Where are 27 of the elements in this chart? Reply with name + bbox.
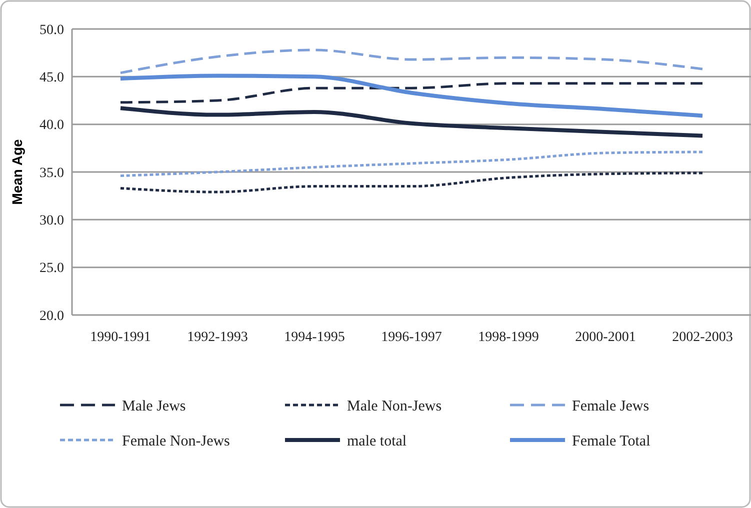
y-tick-label: 40.0 xyxy=(40,118,64,134)
x-tick-label: 1998-1999 xyxy=(478,330,539,345)
legend-label: Male Jews xyxy=(122,398,186,414)
x-tick-label: 2000-2001 xyxy=(575,330,636,345)
x-tick-label: 2002-2003 xyxy=(672,330,733,345)
x-tick-label: 1990-1991 xyxy=(90,330,151,345)
line-series xyxy=(119,150,704,178)
y-tick-label: 25.0 xyxy=(40,261,64,276)
y-axis-title: Mean Age xyxy=(9,138,25,205)
x-tick-label: 1994-1995 xyxy=(284,330,345,345)
legend-label: male total xyxy=(347,433,407,450)
legend-label: Female Total xyxy=(572,433,650,450)
legend-label: Male Non-Jews xyxy=(347,398,442,414)
y-tick-label: 30.0 xyxy=(40,214,64,229)
x-tick-label: 1996-1997 xyxy=(381,330,442,345)
line-series xyxy=(118,74,704,118)
y-tick-label: 35.0 xyxy=(40,166,64,181)
line-series xyxy=(119,82,704,104)
legend-label: Female Jews xyxy=(572,398,650,414)
y-tick-label: 45.0 xyxy=(40,70,64,86)
y-tick-label: 50.0 xyxy=(40,22,64,38)
line-series xyxy=(119,48,704,74)
y-tick-label: 20.0 xyxy=(40,308,64,324)
line-series xyxy=(119,172,704,194)
legend-label: Female Non-Jews xyxy=(122,433,230,450)
x-tick-label: 1992-1993 xyxy=(187,330,248,345)
line-series xyxy=(118,106,704,138)
